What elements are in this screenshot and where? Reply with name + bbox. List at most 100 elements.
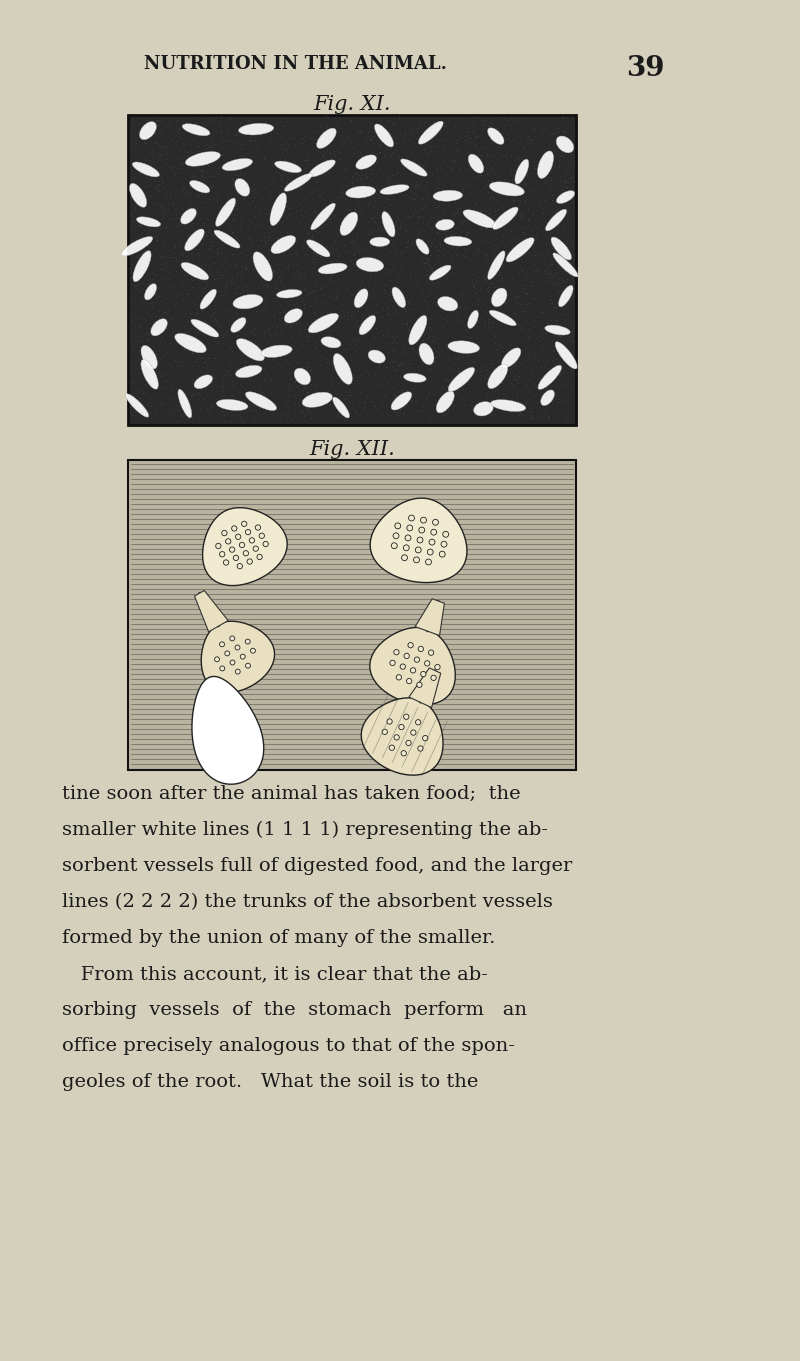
Circle shape — [429, 539, 435, 544]
Ellipse shape — [130, 184, 146, 207]
Circle shape — [422, 735, 428, 740]
Circle shape — [441, 542, 447, 547]
Circle shape — [415, 720, 421, 725]
Ellipse shape — [418, 121, 443, 144]
Ellipse shape — [132, 162, 159, 177]
Ellipse shape — [448, 340, 479, 354]
Circle shape — [216, 543, 221, 548]
Ellipse shape — [233, 294, 263, 309]
Text: tine soon after the animal has taken food;  the: tine soon after the animal has taken foo… — [62, 785, 521, 803]
Ellipse shape — [246, 392, 277, 411]
Text: office precisely analogous to that of the spon-: office precisely analogous to that of th… — [62, 1037, 515, 1055]
Circle shape — [389, 744, 394, 750]
Ellipse shape — [409, 316, 427, 344]
Circle shape — [418, 646, 423, 652]
Circle shape — [214, 657, 219, 661]
Text: 39: 39 — [626, 54, 664, 82]
Ellipse shape — [380, 185, 409, 195]
Circle shape — [382, 729, 387, 735]
Circle shape — [419, 527, 425, 534]
Ellipse shape — [433, 191, 462, 201]
Circle shape — [225, 651, 230, 656]
Circle shape — [417, 538, 423, 543]
Ellipse shape — [551, 237, 571, 260]
Ellipse shape — [493, 207, 518, 230]
Circle shape — [255, 525, 261, 531]
Circle shape — [439, 551, 445, 557]
Ellipse shape — [340, 212, 358, 235]
Ellipse shape — [346, 186, 376, 199]
Polygon shape — [370, 498, 467, 583]
Circle shape — [405, 535, 411, 540]
Circle shape — [410, 668, 416, 674]
Polygon shape — [202, 508, 287, 585]
Text: NUTRITION IN THE ANIMAL.: NUTRITION IN THE ANIMAL. — [143, 54, 446, 73]
Ellipse shape — [151, 318, 167, 336]
Ellipse shape — [438, 297, 458, 312]
Ellipse shape — [222, 158, 253, 170]
Ellipse shape — [141, 359, 158, 389]
Ellipse shape — [309, 159, 335, 177]
Ellipse shape — [467, 310, 478, 328]
Ellipse shape — [230, 317, 246, 332]
Ellipse shape — [235, 365, 262, 377]
Circle shape — [222, 531, 227, 536]
Circle shape — [220, 666, 225, 671]
Circle shape — [390, 660, 395, 666]
Ellipse shape — [191, 320, 218, 338]
Polygon shape — [192, 676, 264, 784]
Circle shape — [410, 729, 416, 735]
Ellipse shape — [368, 350, 386, 363]
Ellipse shape — [274, 161, 302, 173]
Ellipse shape — [318, 263, 347, 274]
Circle shape — [404, 715, 409, 720]
Ellipse shape — [392, 287, 406, 308]
Circle shape — [235, 645, 240, 651]
Circle shape — [237, 563, 242, 569]
Circle shape — [263, 542, 268, 547]
Circle shape — [429, 651, 434, 656]
Ellipse shape — [463, 210, 496, 227]
Bar — [128, 114, 576, 425]
Circle shape — [257, 554, 262, 559]
Ellipse shape — [294, 369, 310, 385]
Circle shape — [417, 682, 422, 687]
Ellipse shape — [277, 290, 302, 298]
Ellipse shape — [558, 286, 573, 306]
Ellipse shape — [490, 310, 516, 325]
Ellipse shape — [374, 124, 394, 147]
Circle shape — [431, 529, 437, 535]
Circle shape — [394, 735, 399, 740]
Ellipse shape — [317, 128, 336, 148]
Circle shape — [396, 675, 402, 680]
Circle shape — [247, 559, 252, 565]
Text: sorbing  vessels  of  the  stomach  perform   an: sorbing vessels of the stomach perform a… — [62, 1000, 527, 1019]
Ellipse shape — [356, 257, 384, 272]
Ellipse shape — [488, 250, 505, 279]
Circle shape — [395, 523, 401, 529]
Circle shape — [219, 642, 225, 646]
Circle shape — [391, 543, 397, 548]
Circle shape — [230, 547, 234, 553]
Ellipse shape — [382, 211, 395, 237]
Ellipse shape — [488, 365, 508, 389]
Ellipse shape — [401, 159, 427, 176]
Ellipse shape — [190, 181, 210, 193]
Ellipse shape — [236, 339, 265, 361]
Circle shape — [243, 551, 249, 555]
Circle shape — [433, 520, 438, 525]
Polygon shape — [202, 621, 274, 693]
Circle shape — [239, 542, 245, 547]
Ellipse shape — [137, 216, 161, 227]
Ellipse shape — [546, 210, 566, 231]
Ellipse shape — [356, 155, 377, 169]
Polygon shape — [362, 698, 443, 776]
Circle shape — [246, 640, 250, 644]
Ellipse shape — [308, 313, 338, 333]
Ellipse shape — [261, 346, 292, 358]
Circle shape — [408, 642, 414, 648]
Ellipse shape — [235, 178, 250, 196]
Circle shape — [401, 751, 406, 755]
Circle shape — [421, 517, 426, 523]
Ellipse shape — [444, 237, 472, 246]
